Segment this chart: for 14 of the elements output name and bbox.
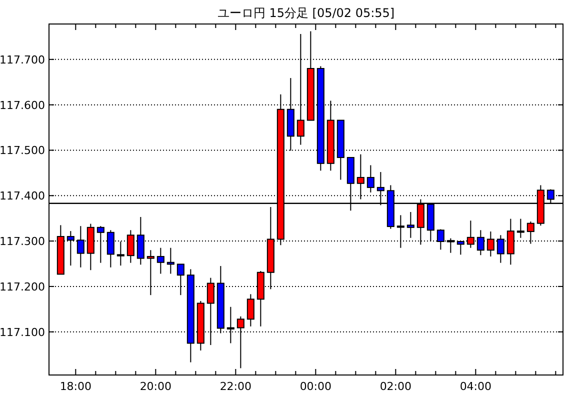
y-tick-label: 117.200 xyxy=(0,280,45,294)
x-tick-label: 02:00 xyxy=(380,380,412,393)
x-tick-label: 20:00 xyxy=(140,380,172,393)
x-tick-label: 22:00 xyxy=(220,380,252,393)
x-tick-label: 00:00 xyxy=(300,380,332,393)
y-tick-label: 117.100 xyxy=(0,326,45,339)
x-tick-label: 04:00 xyxy=(460,380,492,393)
title: ユーロ円 15分足 [05/02 05:55] xyxy=(217,6,395,20)
y-tick-label: 117.500 xyxy=(0,144,45,158)
x-tick-label: 18:00 xyxy=(60,380,92,393)
y-tick-label: 117.600 xyxy=(0,98,45,112)
y-tick-label: 117.300 xyxy=(0,235,45,248)
y-tick-label: 117.700 xyxy=(0,53,45,66)
y-tick-label: 117.400 xyxy=(0,190,45,203)
